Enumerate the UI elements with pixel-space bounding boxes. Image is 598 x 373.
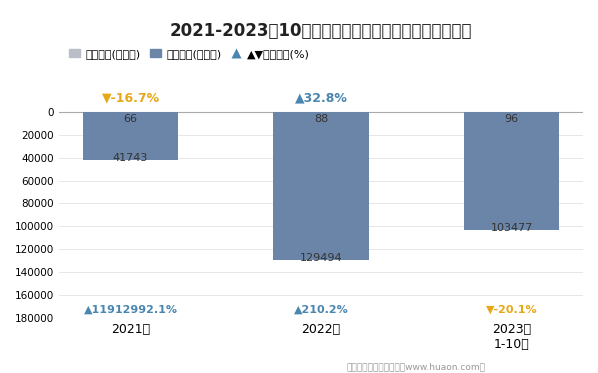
Text: ▼-16.7%: ▼-16.7% [102, 92, 160, 105]
Text: ▲32.8%: ▲32.8% [295, 92, 347, 105]
Title: 2021-2023年10月成都高新西园综合保税区进、出口额: 2021-2023年10月成都高新西园综合保税区进、出口额 [170, 22, 472, 40]
Text: ▼-20.1%: ▼-20.1% [486, 305, 538, 315]
Text: 制图：华经产业研究院（www.huaon.com）: 制图：华经产业研究院（www.huaon.com） [347, 362, 486, 371]
Legend: 出口总额(万美元), 进口总额(万美元), ▲▼同比增速(%): 出口总额(万美元), 进口总额(万美元), ▲▼同比增速(%) [65, 44, 315, 63]
Text: 103477: 103477 [490, 223, 533, 233]
Text: 96: 96 [505, 114, 518, 124]
Text: 129494: 129494 [300, 253, 343, 263]
Text: 88: 88 [314, 114, 328, 124]
Bar [273, 112, 369, 260]
Text: ▲210.2%: ▲210.2% [294, 305, 349, 315]
Bar [83, 112, 178, 160]
Bar [464, 112, 559, 230]
Text: 41743: 41743 [113, 153, 148, 163]
Text: 66: 66 [124, 114, 138, 124]
Text: ▲11912992.1%: ▲11912992.1% [84, 305, 178, 315]
